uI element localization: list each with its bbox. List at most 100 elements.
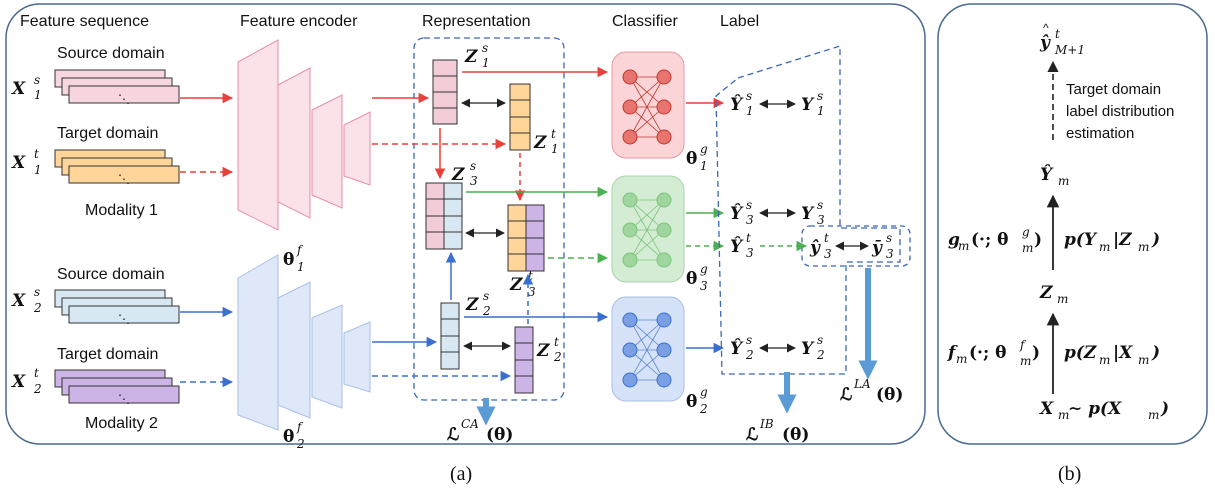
svg-text:M+1: M+1 (1054, 43, 1085, 57)
svg-text:f: f (947, 343, 958, 363)
panel-b-x-m: X m ∼ p(X m ) (1039, 399, 1169, 422)
source-domain-2-stack: Source domain ⋱ (54, 266, 180, 326)
target-domain-1-label: Target domain (57, 125, 158, 142)
svg-text:3: 3 (746, 246, 754, 260)
svg-text:t: t (1055, 27, 1060, 41)
svg-text:m: m (1022, 241, 1033, 255)
z1t-label: Z t 1 (533, 127, 559, 156)
encoder-2-param: θ f 2 (283, 420, 305, 451)
svg-text:1: 1 (551, 142, 559, 156)
classifier-2-param: θ g 2 (686, 385, 708, 416)
svg-text:Z: Z (451, 165, 465, 185)
svg-text:ŷ: ŷ (1039, 33, 1051, 53)
svg-text:ℒ: ℒ (840, 385, 852, 405)
svg-text:3: 3 (824, 247, 832, 261)
label-distribution-box (801, 225, 911, 267)
svg-text:Z: Z (533, 133, 547, 153)
svg-text:θ: θ (686, 392, 697, 412)
svg-text:⋱: ⋱ (118, 392, 130, 406)
panel-b-y-hat-top: ŷ ^ t M+1 (1039, 21, 1085, 57)
svg-text:2: 2 (553, 350, 562, 364)
svg-text:f: f (296, 243, 304, 257)
source-domain-2-label: Source domain (57, 266, 165, 283)
svg-text:X: X (11, 153, 26, 173)
svg-text:|Z: |Z (1113, 230, 1132, 250)
svg-text:g: g (700, 385, 708, 399)
svg-text:Ŷ: Ŷ (730, 338, 744, 359)
svg-text:2: 2 (33, 382, 42, 396)
label-y2s: Y s2 (801, 333, 825, 362)
svg-text:3: 3 (528, 285, 536, 299)
caption-a: (a) (450, 463, 472, 485)
header-feature-sequence: Feature sequence (20, 13, 149, 30)
svg-text:g: g (700, 142, 708, 156)
svg-text:θ: θ (686, 149, 697, 169)
svg-text:m: m (1099, 240, 1110, 254)
svg-text:s: s (746, 89, 752, 103)
target-domain-2-stack: Target domain ⋱ (54, 346, 180, 406)
svg-text:CA: CA (461, 417, 479, 431)
svg-text:): ) (1032, 343, 1040, 363)
svg-text:3: 3 (470, 174, 478, 188)
encoder-1 (237, 39, 371, 231)
label-y3s: Y s3 (801, 198, 825, 227)
panel-b-frame (937, 3, 1208, 445)
svg-text:ℒ: ℒ (447, 425, 459, 445)
svg-text:m: m (1148, 408, 1159, 422)
header-classifier: Classifier (612, 13, 678, 30)
svg-text:m: m (1138, 240, 1149, 254)
svg-text:Y: Y (801, 95, 815, 115)
panel-b-note-1: Target domain (1066, 81, 1161, 98)
svg-text:1: 1 (700, 159, 708, 173)
z2t-label: Z t 2 (536, 335, 562, 364)
svg-text:): ) (1151, 343, 1160, 363)
svg-text:IB: IB (759, 417, 774, 431)
svg-text:s: s (817, 333, 823, 347)
input-x2s: X s 2 (11, 285, 42, 315)
svg-text:2: 2 (699, 402, 708, 416)
svg-text:s: s (817, 89, 823, 103)
svg-text:2: 2 (33, 301, 42, 315)
z1s-vector (432, 59, 458, 125)
svg-text:t: t (34, 366, 39, 380)
svg-text:m: m (1020, 354, 1031, 368)
svg-text:p(Y: p(Y (1064, 230, 1098, 250)
z3s-label: Z s 3 (451, 159, 478, 188)
svg-text:s: s (746, 198, 752, 212)
svg-text:g: g (948, 230, 960, 250)
svg-text:(θ): (θ) (876, 385, 903, 405)
z1t-vector (509, 83, 531, 151)
svg-text:): ) (1034, 230, 1042, 250)
svg-text:3: 3 (700, 279, 708, 293)
svg-text:s: s (483, 289, 489, 303)
svg-text:m: m (958, 239, 969, 253)
svg-text:ℒ: ℒ (746, 425, 758, 445)
svg-text:m: m (1058, 408, 1069, 422)
svg-text:1: 1 (297, 260, 305, 274)
classifier-1 (611, 51, 685, 159)
z3s-vector (425, 182, 463, 250)
svg-text:m: m (1138, 353, 1149, 367)
label-y3s-bar: ȳ s 3 (871, 231, 894, 261)
input-x1t: X t 1 (11, 147, 42, 177)
modality-2-label: Modality 2 (85, 415, 158, 432)
svg-text:Ŷ: Ŷ (730, 94, 744, 115)
svg-text:f: f (296, 420, 304, 434)
classifier-3-param: θ g 3 (686, 262, 708, 293)
label-y3s-hat: Ŷ s3 (730, 198, 754, 227)
svg-text:3: 3 (817, 213, 825, 227)
svg-text:ŷ: ŷ (809, 238, 821, 258)
modality-1-label: Modality 1 (85, 202, 158, 219)
svg-text:t: t (824, 231, 829, 245)
z1s-label: Z s 1 (464, 41, 490, 70)
svg-text:m: m (1057, 292, 1068, 306)
svg-text:Z: Z (464, 47, 478, 67)
loss-la: ℒ LA (θ) (840, 377, 903, 405)
svg-text:Ŷ: Ŷ (730, 236, 744, 257)
loss-ca: ℒ CA (θ) (447, 417, 513, 445)
classifier-2 (611, 296, 685, 402)
svg-text:t: t (554, 335, 559, 349)
label-y2s-hat: Ŷ s2 (730, 333, 754, 362)
source-domain-1-stack: Source domain ⋱ (54, 45, 180, 106)
panel-b-p-y-given-z: p(Y m |Z m ) (1064, 230, 1160, 254)
